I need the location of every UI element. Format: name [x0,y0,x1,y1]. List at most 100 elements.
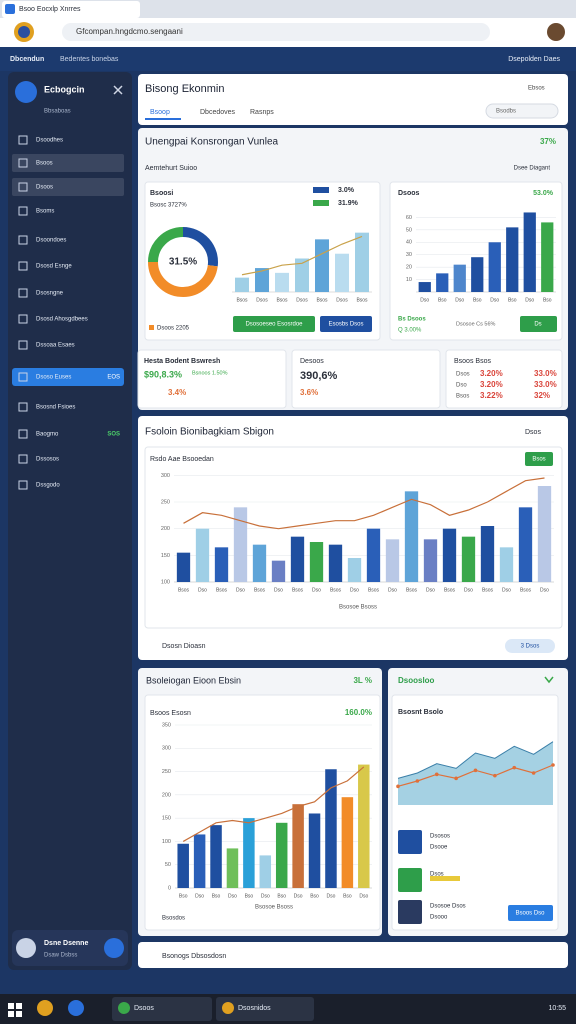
bar [404,491,419,582]
tab-link[interactable]: Bsoop [150,109,170,116]
bar [537,486,552,582]
button[interactable] [520,316,557,332]
dropdown[interactable]: Dsos [525,429,541,436]
account[interactable]: Dsepolden Daes [508,56,560,63]
y-tick-label: 40 [406,240,412,246]
bar [210,825,222,888]
bar [453,264,466,292]
nav-item[interactable]: Dsosd Esnge [36,264,72,270]
trend-line [182,766,365,842]
tab-link[interactable]: Rasnps [250,109,274,116]
start-icon[interactable] [8,1003,14,1009]
nav-item[interactable]: Dsoos [36,185,53,191]
url-bar[interactable] [62,23,490,41]
nav-item[interactable]: Bsoms [36,209,54,215]
y-tick-label: 20 [406,265,412,271]
x-tick-label: Bso [543,297,552,303]
tab-link[interactable]: Dbcedoves [200,109,236,116]
area-line [397,741,554,779]
item-icon [398,900,422,924]
nav-item[interactable]: Dssgodo [36,483,60,489]
user-button[interactable] [104,938,124,958]
bar [193,834,206,888]
nav-item[interactable]: Bsosnd Fsioes [36,405,75,411]
section-title: Fsoloin Bionibagkiam Sbigon [145,427,274,438]
bar [176,552,191,582]
point [473,768,478,773]
x-axis-title: Bsosoe Bsoss [339,605,377,611]
header-action[interactable]: Ebsos [528,86,545,92]
stat-sub: 3.6% [300,388,318,397]
tab-title: Bsoo Eocxlp Xnrres [19,6,81,13]
button[interactable] [525,452,553,466]
bar [347,558,362,582]
badge: 37% [540,137,556,146]
bar [309,542,324,582]
bar [226,848,239,888]
nav-item[interactable]: Dsoondoes [36,238,66,244]
nav-icon [18,135,28,145]
item-text: Dsooe [430,845,448,851]
nav-item[interactable]: Dssosos [36,457,59,463]
app-icon[interactable] [68,1000,84,1016]
x-tick-label: Dso [455,297,464,303]
legend-swatch [313,187,329,193]
pill[interactable] [505,639,555,653]
sidebar-title: Ecbogcin [44,84,85,94]
nav-item[interactable]: Bsoos [36,161,53,167]
task-label[interactable]: Dsosnidos [238,1005,271,1012]
y-tick-label: 200 [161,526,170,532]
x-tick-label: Dso [420,297,429,303]
breadcrumb: Bedentes bonebas [60,56,119,63]
card-title: Bsoosi [150,190,173,197]
task-item[interactable] [112,997,212,1021]
nav-icon [18,480,28,490]
filter[interactable]: Dsee Diagant [514,166,551,172]
nav-item[interactable]: Dsosngne [36,291,64,297]
x-tick-label: Dso [490,297,499,303]
subtitle: Aemtehurt Suioo [145,165,197,172]
trend-line [183,477,545,530]
nav-icon [18,402,28,412]
button[interactable] [508,905,553,921]
app-title: Dbcendun [10,56,44,63]
progress [430,876,460,881]
app-icon[interactable] [37,1000,53,1016]
button[interactable] [320,316,372,332]
avatar[interactable] [547,23,565,41]
close-icon[interactable] [113,85,123,95]
chevron[interactable] [544,676,554,684]
x-tick-label: Bso [310,893,319,899]
stat-cell: 32% [534,391,550,400]
x-tick-label: Dso [236,587,245,593]
nav-item[interactable]: Baogmo [36,432,59,438]
chart-subtitle: Bsoos Esosn [150,710,191,717]
stat-value: 390,6% [300,370,338,382]
nav-item[interactable]: Dsosd Ahosgdbees [36,317,88,323]
button[interactable] [233,316,315,332]
x-tick-label: Bso [245,893,254,899]
bar [259,855,272,888]
button-label: Bsos [532,457,545,463]
task-label[interactable]: Dsoos [134,1005,154,1012]
bar [423,539,438,582]
x-tick-label: Bsos [254,587,266,593]
app-bar [0,47,576,71]
pill-label: 3 Dsos [521,644,540,650]
nav-item[interactable]: Dssoaa Esaes [36,343,75,349]
search-box[interactable] [485,103,559,119]
nav-highlight [12,154,124,172]
point [551,763,555,767]
task-item[interactable] [216,997,314,1021]
bar [461,536,476,582]
tab[interactable] [2,1,140,18]
user-name: Dsne Dsenne [44,940,88,947]
bar [315,239,329,292]
trend-card [144,446,563,629]
sidebar [8,72,132,970]
donut-segment [148,227,184,263]
nav-item[interactable]: Dsoso Euses [36,375,71,381]
x-tick-label: Bsos [236,297,248,303]
y-tick-label: 300 [162,746,171,752]
nav-item[interactable]: Dsoodhes [36,138,63,144]
